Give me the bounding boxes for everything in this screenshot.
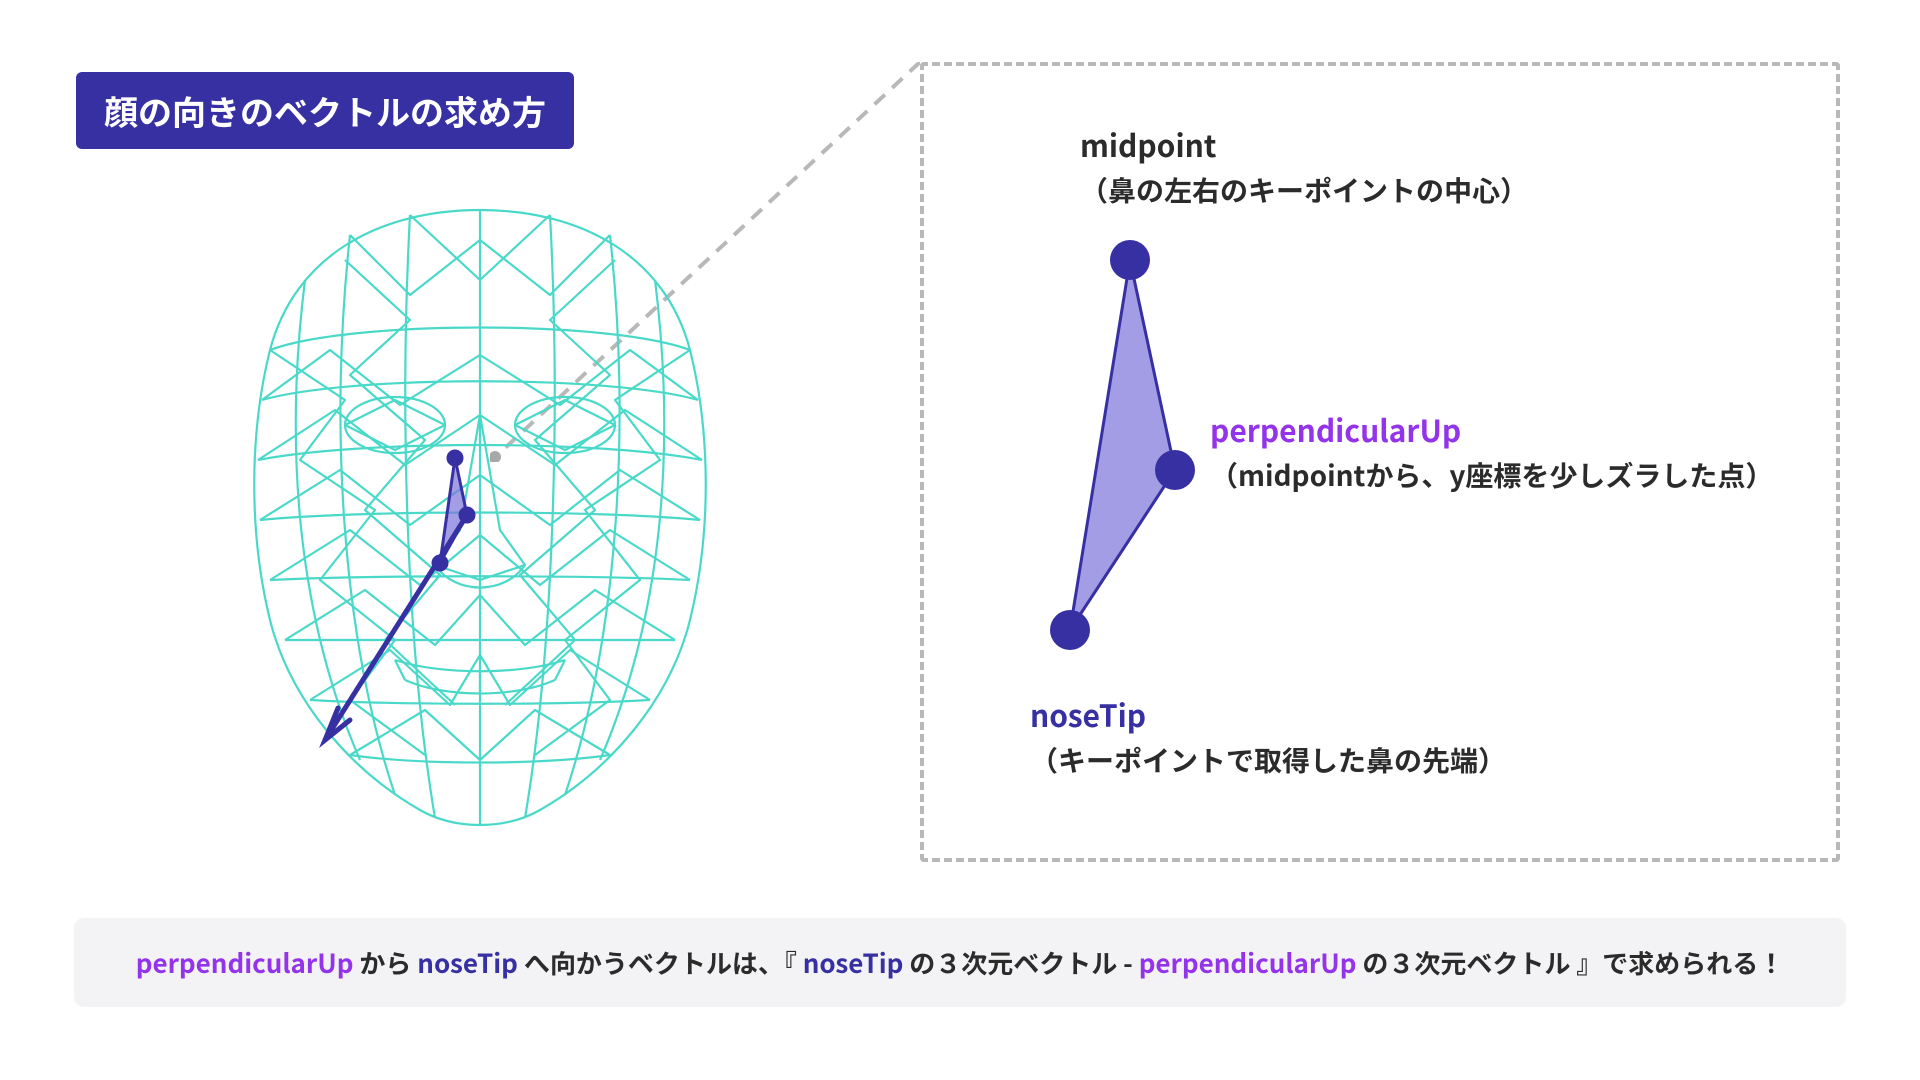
detail-triangle-diagram [1020,230,1220,670]
midpoint-label: midpoint （鼻の左右のキーポイントの中心） [1080,120,1528,213]
footer-explanation: perpendicularUp から noseTip へ向かうベクトルは、『 n… [74,918,1846,1007]
footer-seg-7: perpendicularUp [1139,944,1357,981]
footer-seg-3: noseTip [417,944,518,981]
footer-seg-4: へ向かうベクトルは、『 [518,944,803,981]
perpendicular-up-dot [1155,450,1195,490]
face-wireframe [200,200,760,840]
detail-triangle-fill [1070,260,1175,630]
perpendicular-up-desc: （midpointから、y座標を少しズラした点） [1210,453,1773,498]
midpoint-desc: （鼻の左右のキーポイントの中心） [1080,168,1528,213]
page-title: 顔の向きのベクトルの求め方 [76,72,574,149]
footer-seg-6: の３次元ベクトル - [903,944,1138,981]
nosetip-name: noseTip [1030,690,1506,738]
footer-seg-5: noseTip [803,944,904,981]
face-nose-triangle [433,451,474,570]
nosetip-dot [1050,610,1090,650]
midpoint-name: midpoint [1080,120,1528,168]
nosetip-label: noseTip （キーポイントで取得した鼻の先端） [1030,690,1506,783]
midpoint-dot [1110,240,1150,280]
footer-seg-8: の３次元ベクトル 』で求められる！ [1356,944,1784,981]
perpendicular-up-name: perpendicularUp [1210,405,1773,453]
footer-seg-1: perpendicularUp [136,944,354,981]
nosetip-desc: （キーポイントで取得した鼻の先端） [1030,738,1506,783]
perpendicular-up-label: perpendicularUp （midpointから、y座標を少しズラした点） [1210,405,1773,498]
footer-seg-2: から [353,944,417,981]
